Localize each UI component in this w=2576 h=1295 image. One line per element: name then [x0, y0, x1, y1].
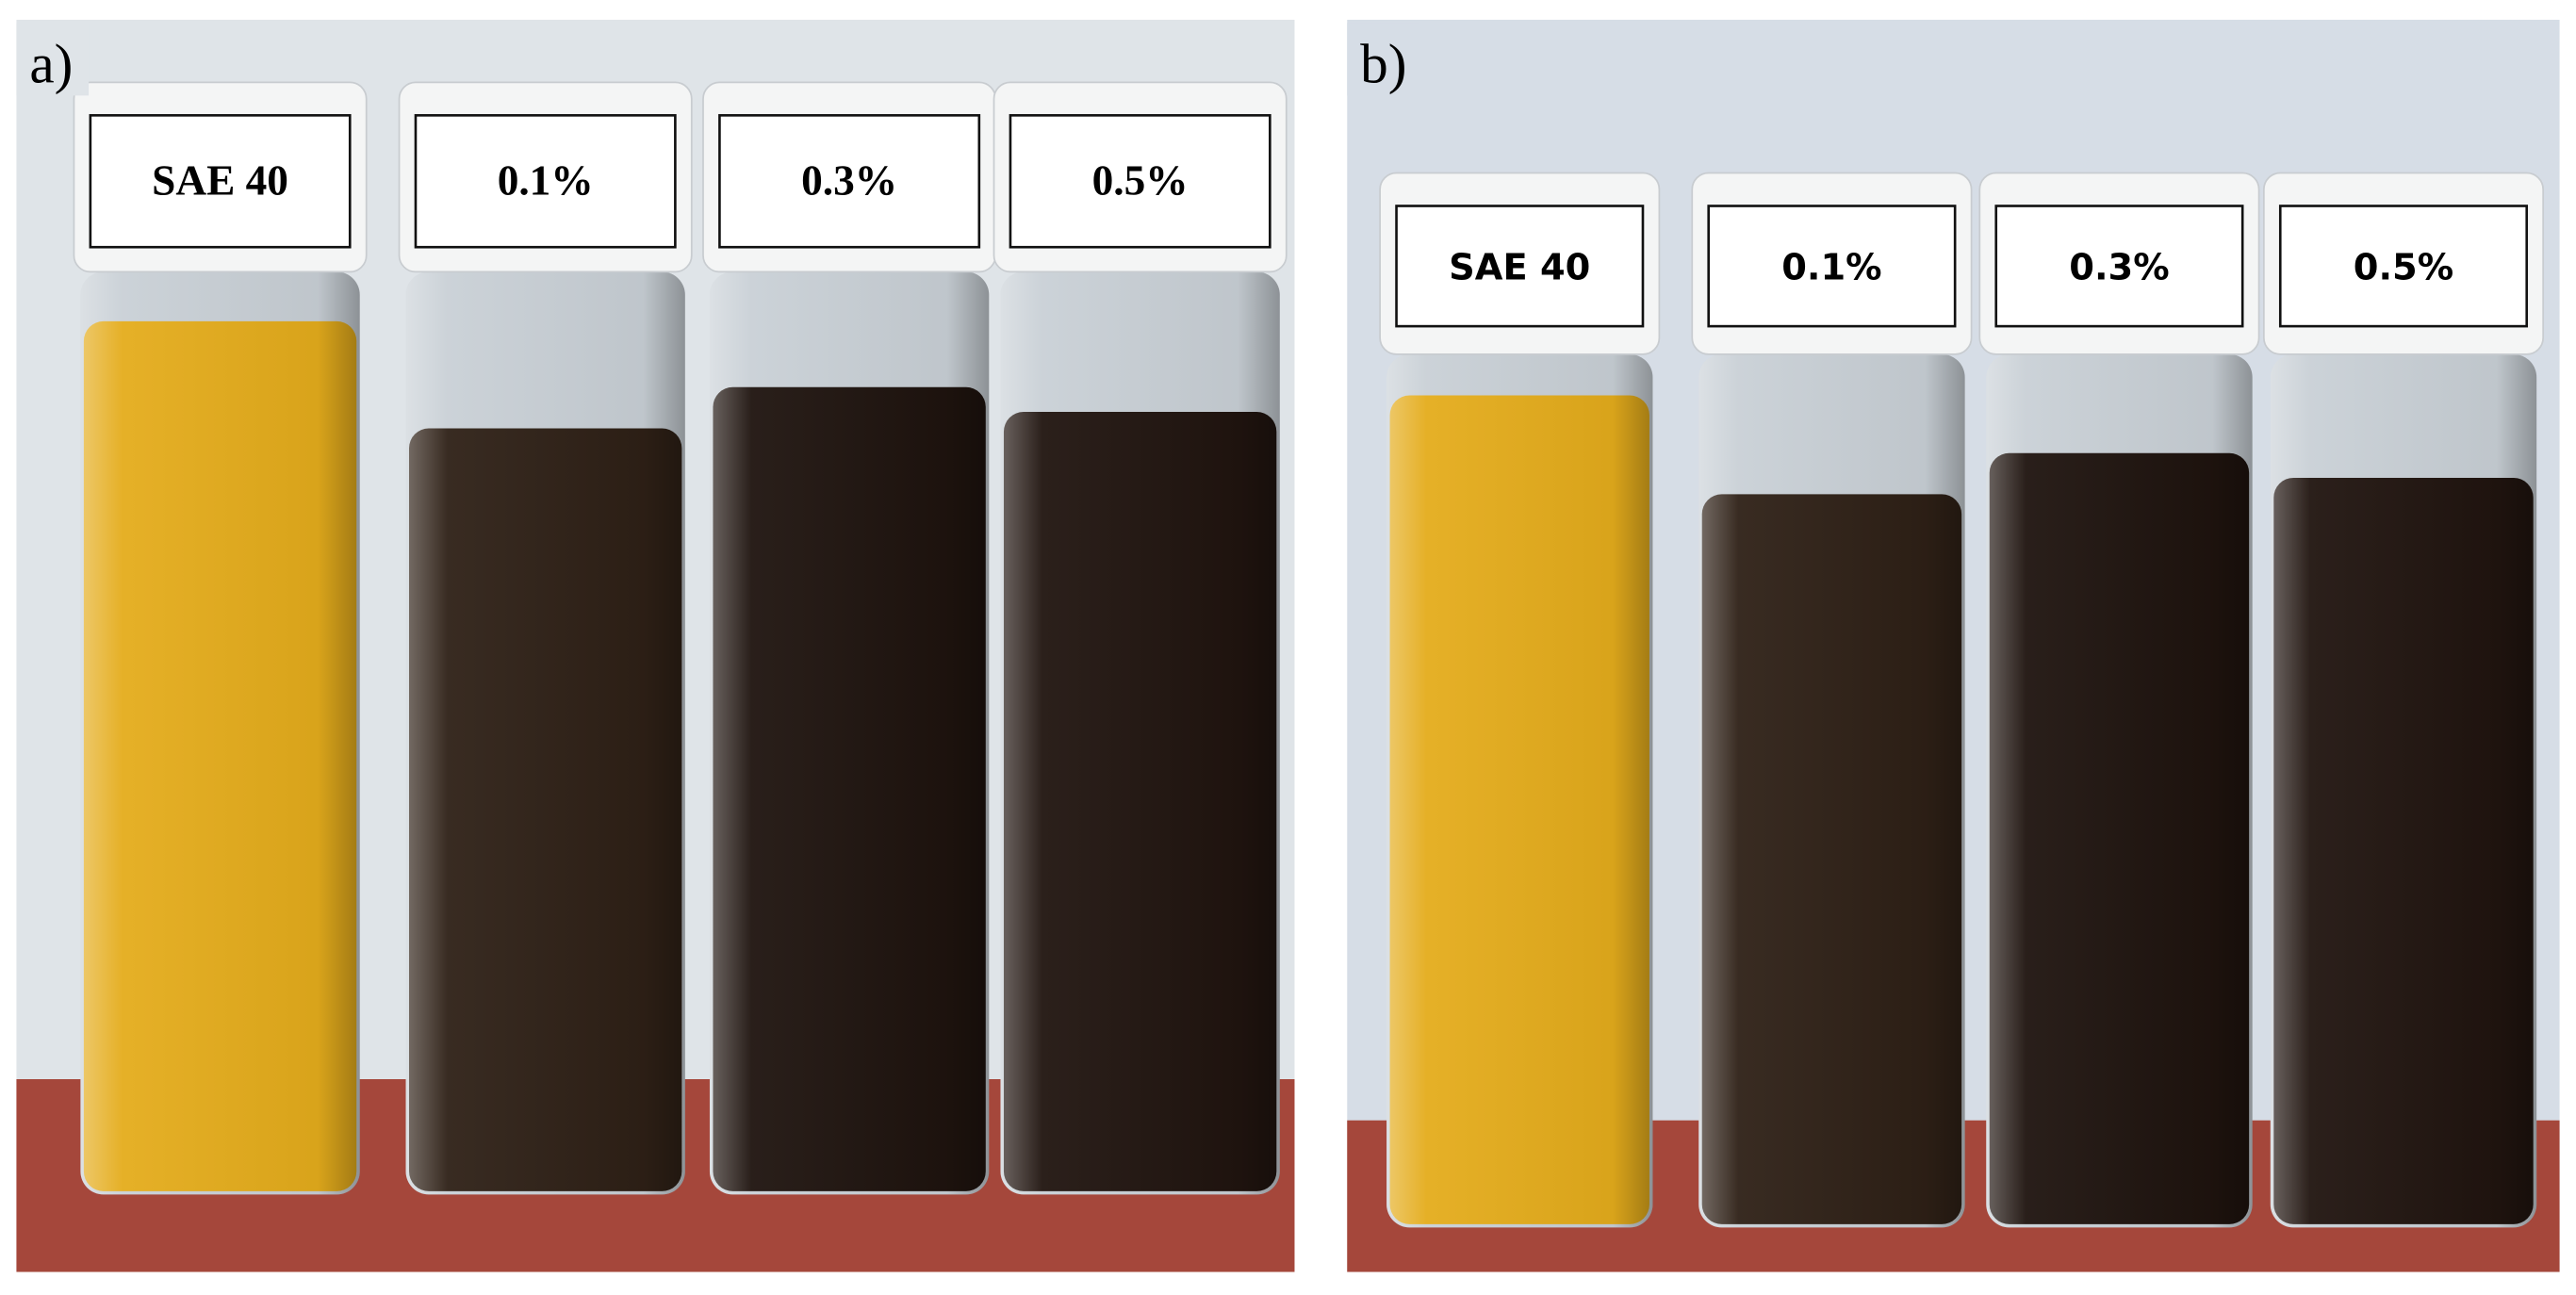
vial-label: 0.5%	[1092, 156, 1189, 204]
glass-shine	[80, 271, 360, 1195]
glass-shine	[1698, 353, 1965, 1228]
label-box	[718, 114, 981, 249]
label-box	[414, 114, 677, 249]
label-box	[1395, 205, 1645, 328]
glass-shine	[405, 271, 685, 1195]
photo-panel: SAE 40 0.1% 0.3% 0.5% b)	[1347, 19, 2560, 1272]
panel-label-bg	[16, 23, 90, 96]
vial-label: SAE 40	[152, 156, 288, 204]
glass-shine	[709, 271, 990, 1195]
vial-label: 0.3%	[2069, 246, 2169, 288]
glass-shine	[1986, 353, 2253, 1228]
vial-label: 0.1%	[1781, 246, 1881, 288]
panel-label: b)	[1360, 32, 1406, 94]
label-box	[89, 114, 352, 249]
panel-label-bg	[1347, 23, 1419, 96]
vial-label: 0.3%	[801, 156, 897, 204]
panel-label: a)	[29, 32, 73, 94]
label-box	[1994, 205, 2244, 328]
label-box	[1009, 114, 1272, 249]
vial-label: 0.5%	[2354, 246, 2453, 288]
label-box	[1707, 205, 1957, 328]
glass-shine	[1000, 271, 1280, 1195]
label-box	[2278, 205, 2529, 328]
glass-shine	[2270, 353, 2537, 1228]
vial-label: 0.1%	[498, 156, 594, 204]
vial-label: SAE 40	[1449, 246, 1590, 288]
photo-panel: SAE 40 0.1% 0.3% 0.5% a)	[16, 19, 1295, 1272]
glass-shine	[1386, 353, 1653, 1228]
